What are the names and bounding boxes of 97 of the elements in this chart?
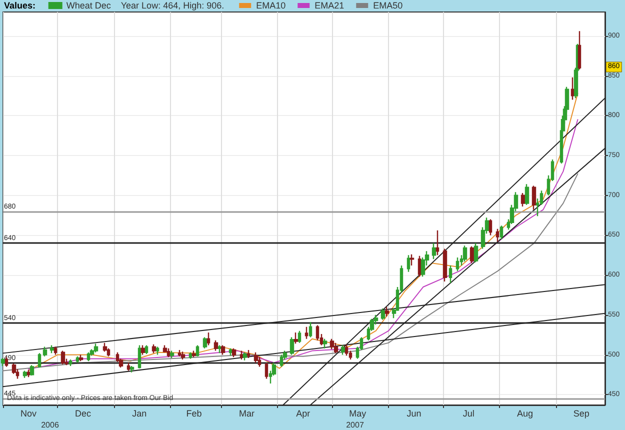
x-tick-label: Apr (296, 408, 310, 418)
x-tick-label: Aug (516, 408, 533, 418)
candlestick (316, 324, 320, 342)
candlestick (138, 344, 142, 369)
candlestick (474, 242, 478, 263)
text: 2007 (346, 420, 364, 430)
candlestick (86, 352, 90, 362)
candlestick (22, 370, 28, 378)
candlestick (228, 348, 232, 356)
candlestick (218, 344, 222, 354)
candlestick (232, 348, 236, 358)
candlestick (500, 225, 504, 240)
candlestick (496, 228, 500, 242)
candlestick (304, 326, 308, 340)
candlestick (308, 321, 312, 338)
candlestick (570, 76, 574, 100)
candlestick (166, 348, 170, 358)
candlestick (578, 30, 582, 70)
legend-label: EMA10 (256, 0, 286, 10)
x-tick-label: Jul (462, 408, 474, 418)
candlestick (192, 350, 196, 358)
candlestick (126, 362, 130, 372)
x-tick-label: Jan (132, 408, 147, 418)
candlestick (258, 356, 262, 368)
candlestick (26, 369, 30, 378)
candlestick (50, 344, 54, 354)
candlestick (188, 352, 192, 360)
candlestick (470, 246, 474, 264)
candlestick (330, 338, 334, 350)
candlestick (152, 344, 156, 354)
candlestick (442, 248, 448, 282)
candlestick (30, 364, 34, 376)
text: 2006 (41, 420, 60, 430)
candlestick (418, 255, 422, 278)
candlestick (0, 357, 6, 367)
candlestick (298, 330, 302, 344)
x-tick-label: Jun (406, 408, 422, 418)
candlestick (290, 336, 294, 356)
candlestick (264, 362, 268, 380)
candlestick (344, 344, 348, 356)
candlestick (196, 344, 200, 357)
candlestick (294, 332, 298, 344)
candlestick (68, 358, 72, 367)
candlestick (532, 185, 536, 210)
candlestick (240, 350, 244, 360)
candlestick (76, 356, 80, 364)
chart-subtitle: Year Low: 464, High: 906. (120, 0, 224, 10)
legend-title: Values: (4, 0, 36, 10)
legend-label: Wheat Dec (66, 0, 112, 10)
candlestick (242, 352, 248, 361)
candlestick (456, 256, 460, 272)
candlestick (340, 344, 346, 356)
candlestick (156, 346, 160, 356)
candlestick (140, 344, 146, 356)
candlestick (38, 352, 42, 368)
line-series (2, 173, 578, 372)
candlestick (448, 264, 452, 284)
legend-label: EMA21 (314, 0, 344, 10)
candlestick (60, 350, 66, 365)
candlestick (462, 244, 468, 262)
candlestick (406, 254, 410, 272)
candlestick (202, 336, 208, 349)
candlestick (206, 332, 210, 346)
x-tick-label: Mar (238, 408, 254, 418)
candlestick (78, 354, 84, 362)
candlestick (380, 308, 386, 320)
candlestick (42, 346, 48, 357)
candlestick (130, 365, 134, 373)
candlestick (102, 342, 108, 352)
candlestick (384, 306, 390, 318)
candlestick (94, 343, 98, 353)
candlestick (322, 338, 328, 349)
candlestick (254, 352, 258, 364)
candlestick (12, 362, 16, 375)
x-tick-label: Nov (20, 408, 37, 418)
candlestick (524, 184, 530, 206)
candlestick (54, 346, 58, 356)
candlestick (162, 344, 168, 353)
x-tick-label: May (349, 408, 367, 418)
candlestick (436, 230, 440, 256)
x-tick-label: Dec (75, 408, 92, 418)
candlestick (432, 242, 436, 260)
candlestick (220, 344, 226, 356)
candlestick (144, 344, 148, 355)
x-tick-label: Sep (573, 408, 590, 418)
legend-label: EMA50 (373, 0, 403, 10)
candlestick (488, 218, 492, 236)
candlestick (178, 349, 182, 357)
candlestick (214, 340, 218, 352)
candlestick (334, 342, 338, 354)
candlestick (246, 349, 250, 359)
candlestick (180, 350, 186, 360)
x-tick-label: Feb (186, 408, 202, 418)
candlestick (170, 350, 174, 359)
candlestick (280, 354, 284, 368)
candlestick (520, 192, 526, 208)
candlestick (410, 254, 414, 266)
